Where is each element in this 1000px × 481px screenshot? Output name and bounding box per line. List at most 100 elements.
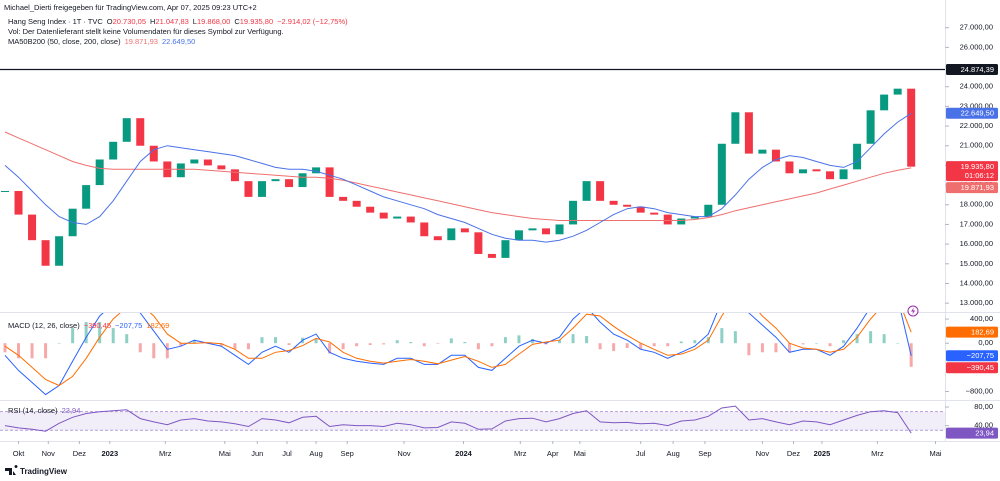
histogram-bar — [463, 342, 467, 344]
ohlc-value: 21.047,83 — [155, 17, 188, 26]
candle — [82, 185, 91, 209]
candle — [352, 200, 361, 207]
histogram-bar — [693, 340, 697, 344]
histogram-bar — [855, 334, 859, 344]
price-label: 19.871,93 — [961, 183, 994, 192]
candle — [758, 149, 767, 154]
candle — [650, 212, 659, 215]
histogram-bar — [815, 343, 819, 344]
histogram-bar — [666, 343, 670, 347]
candle — [596, 181, 605, 201]
histogram-bar — [152, 343, 156, 359]
x-tick-label: Jun — [251, 449, 263, 458]
x-tick-label: 2023 — [101, 449, 118, 458]
legend-title: Hang Seng Index · 1T · TVC — [8, 17, 103, 26]
price-label-box — [946, 161, 998, 182]
price-label-box — [946, 350, 998, 362]
x-tick-label: Nov — [397, 449, 411, 458]
x-tick-label: Okt — [13, 449, 26, 458]
candle — [528, 228, 537, 231]
histogram-bar — [409, 342, 413, 344]
price-label: −207,75 — [967, 351, 994, 360]
x-tick-label: Mai — [219, 449, 231, 458]
candle — [609, 200, 618, 205]
x-tick-label: Nov — [756, 449, 770, 458]
candle — [474, 232, 483, 254]
alert-icon[interactable] — [907, 305, 919, 317]
histogram-bar — [625, 343, 629, 349]
candle — [839, 169, 848, 180]
price-label: −390,45 — [967, 363, 994, 372]
candle — [690, 216, 699, 219]
histogram-bar — [517, 335, 521, 344]
tradingview-logo: TradingView — [5, 464, 68, 476]
legend-value: −207,75 — [115, 321, 142, 330]
pane — [1, 88, 916, 266]
price-label-box — [946, 64, 998, 76]
candle — [366, 206, 375, 213]
x-tick-label: Mai — [929, 449, 941, 458]
candle — [447, 228, 456, 241]
pane — [0, 405, 945, 434]
histogram-bar — [246, 343, 250, 350]
legend-title: RSI (14, close) — [8, 406, 58, 415]
x-tick-label: Mai — [574, 449, 586, 458]
x-tick-label: 2024 — [455, 449, 473, 458]
histogram-bar — [125, 334, 129, 344]
histogram-bar — [530, 338, 534, 344]
histogram-bar — [368, 343, 372, 346]
candle — [379, 212, 388, 219]
price-label: 182,69 — [971, 327, 994, 336]
candle — [460, 228, 469, 233]
y-tick-label: 16.000,00 — [960, 239, 993, 248]
histogram-bar — [612, 343, 616, 352]
histogram-bar — [787, 343, 791, 353]
candle — [812, 169, 821, 172]
histogram-bar — [869, 331, 873, 344]
histogram-bar — [774, 343, 778, 353]
x-tick-label: Aug — [666, 449, 679, 458]
candle — [55, 236, 64, 266]
indicator-value: 19.871,93 — [125, 37, 158, 46]
indicator-line — [4, 112, 912, 243]
indicator-value: 22.649,50 — [162, 37, 195, 46]
histogram-bar — [341, 343, 345, 350]
y-tick-label: 17.000,00 — [960, 219, 993, 228]
ohlc-key: L — [193, 17, 197, 26]
histogram-bar — [44, 343, 48, 359]
price-label-box — [946, 107, 998, 119]
y-tick-label: 26.000,00 — [960, 42, 993, 51]
histogram-bar — [558, 340, 562, 344]
x-tick-label: Jul — [282, 449, 292, 458]
histogram-bar — [328, 343, 332, 354]
histogram-bar — [138, 343, 142, 353]
change: −2.914,02 (−12,75%) — [277, 17, 348, 26]
price-label: 22.649,50 — [961, 109, 994, 118]
price-label: 23,94 — [975, 428, 994, 437]
candle — [771, 149, 780, 162]
candle — [907, 88, 916, 167]
countdown: 01:06:12 — [965, 171, 994, 180]
histogram-bar — [720, 328, 724, 344]
candle — [217, 165, 226, 170]
legend: Hang Seng Index · 1T · TVC O20.730,05 H21.… — [8, 17, 348, 26]
candle — [853, 143, 862, 170]
candle — [95, 159, 104, 186]
legend-value: 23,94 — [62, 406, 81, 415]
y-tick-label: 0,00 — [978, 338, 993, 347]
x-tick-label: Dez — [787, 449, 801, 458]
candle — [880, 94, 889, 111]
histogram-bar — [828, 343, 832, 347]
histogram-bar — [84, 322, 88, 344]
candle — [582, 181, 591, 201]
candle — [136, 118, 145, 146]
histogram-bar — [355, 343, 359, 347]
candle — [866, 110, 875, 144]
y-tick-label: −800,00 — [966, 387, 993, 396]
histogram-bar — [3, 343, 7, 353]
candle — [190, 159, 199, 164]
candle — [109, 141, 118, 160]
subtitle: Vol: Der Datenlieferant stellt keine Vol… — [8, 27, 284, 36]
pane — [3, 313, 913, 396]
